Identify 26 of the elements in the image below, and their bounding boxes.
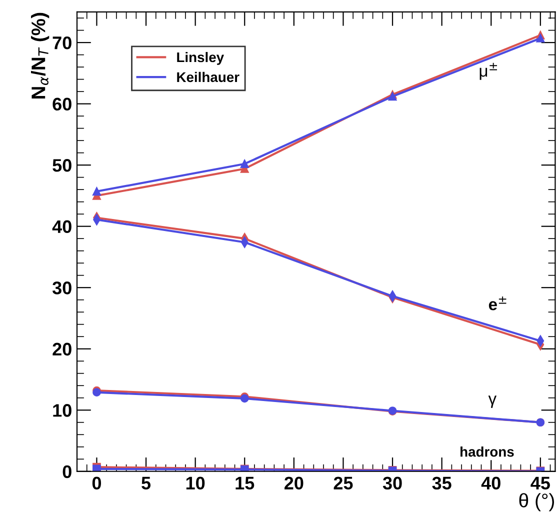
annotation: e$^{±}$ — [488, 296, 506, 310]
y-axis-title: N$_{α}$/N$_{T}$ (%) — [31, 12, 50, 99]
y-tick-label: 20 — [52, 342, 72, 356]
y-tick-label: 30 — [52, 282, 72, 294]
y-tick-label: 10 — [53, 404, 72, 417]
y-tick-label: 70 — [52, 36, 72, 50]
y-tick-label: 50 — [52, 159, 72, 172]
x-tick-label: 35 — [432, 476, 452, 490]
y-tick-label: 0 — [62, 465, 72, 478]
legend-label: Keilhauer — [177, 72, 240, 82]
x-tick-label: 15 — [236, 476, 254, 490]
annotation: γ — [488, 396, 497, 408]
x-tick-label: 20 — [284, 476, 304, 490]
x-tick-label: 40 — [481, 476, 500, 490]
y-tick-label: 40 — [52, 220, 72, 234]
annotation: hadrons — [460, 446, 514, 457]
x-tick-label: 0 — [92, 476, 102, 490]
x-tick-label: 10 — [186, 476, 205, 490]
x-axis-title: θ (°) — [519, 493, 554, 512]
x-tick-label: 45 — [530, 476, 550, 490]
x-tick-label: 30 — [382, 476, 402, 490]
x-tick-label: 5 — [142, 476, 151, 490]
x-tick-label: 25 — [334, 476, 353, 490]
annotation: μ$^{±}$ — [480, 62, 497, 80]
legend-label: Linsley — [177, 52, 224, 65]
y-tick-label: 60 — [52, 98, 72, 111]
